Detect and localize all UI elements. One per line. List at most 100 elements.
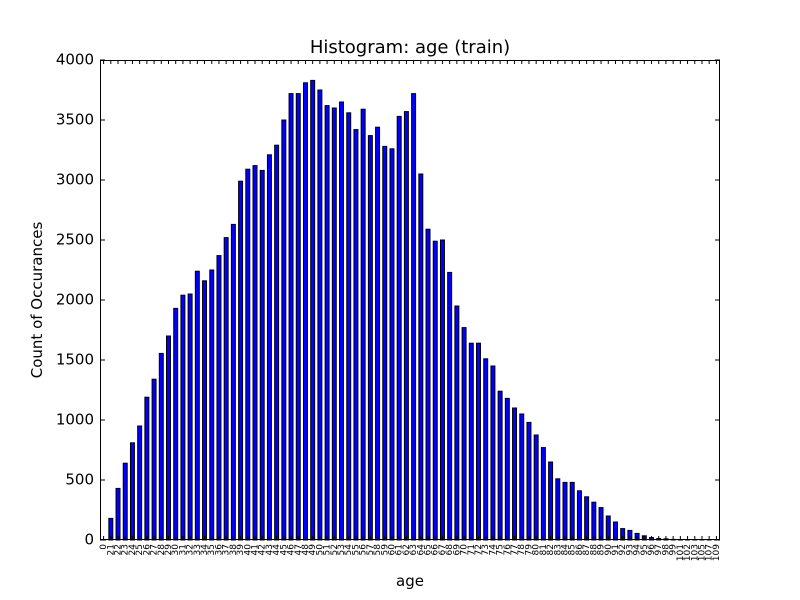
bar-32 [187, 293, 193, 541]
y-tick-label-3000: 3000 [56, 171, 94, 189]
x-tick-label-75: 75 [496, 544, 506, 555]
x-tick-label-74: 74 [488, 544, 498, 556]
bar-26 [144, 396, 150, 541]
bar-24 [129, 442, 135, 541]
bar-34 [202, 280, 208, 541]
x-tick-label-49: 49 [308, 544, 318, 556]
x-tick-label-31: 31 [178, 544, 188, 555]
bar-81 [540, 447, 546, 541]
x-tick-label-43: 43 [265, 544, 275, 555]
x-tick-label-29: 29 [164, 544, 174, 556]
x-tick-label-78: 78 [517, 544, 527, 556]
x-tick-label-58: 58 [373, 544, 383, 556]
x-tick-label-94: 94 [633, 544, 643, 556]
x-axis: 0212223242526272829303132333435363738394… [99, 60, 722, 561]
bars-group [101, 79, 719, 541]
x-tick-label-79: 79 [524, 544, 534, 556]
bar-51 [324, 105, 330, 541]
bar-33 [194, 270, 200, 541]
bar-60 [389, 148, 395, 541]
x-tick-label-109: 109 [712, 544, 722, 561]
x-tick-label-51: 51 [323, 544, 333, 555]
bar-73 [483, 358, 489, 541]
y-tick-label-3500: 3500 [56, 111, 94, 129]
bar-87 [584, 496, 590, 541]
bar-79 [526, 421, 532, 541]
bar-23 [122, 462, 128, 541]
x-tick-label-61: 61 [395, 544, 405, 555]
x-tick-label-50: 50 [315, 544, 325, 556]
bar-59 [382, 145, 388, 541]
x-tick-label-27: 27 [150, 544, 160, 555]
x-tick-label-34: 34 [200, 544, 210, 556]
x-tick-label-89: 89 [597, 544, 607, 556]
bar-42 [259, 169, 265, 541]
x-tick-label-53: 53 [337, 544, 347, 555]
x-tick-label-87: 87 [582, 544, 592, 555]
x-tick-label-72: 72 [474, 544, 484, 555]
x-tick-label-33: 33 [193, 544, 203, 555]
bar-68 [447, 271, 453, 541]
bar-25 [137, 425, 143, 541]
x-tick-label-68: 68 [445, 544, 455, 556]
bar-76 [504, 397, 510, 541]
bar-40 [245, 168, 251, 541]
x-tick-label-26: 26 [142, 544, 152, 556]
x-tick-label-36: 36 [214, 544, 224, 556]
bar-66 [432, 240, 438, 541]
y-tick-label-4000: 4000 [56, 51, 94, 69]
x-tick-label-25: 25 [135, 544, 145, 555]
x-tick-label-66: 66 [431, 544, 441, 556]
bar-58 [375, 126, 381, 541]
bar-67 [439, 239, 445, 541]
x-axis-label: age [396, 572, 424, 590]
bar-22 [115, 487, 121, 541]
y-axis-label: Count of Occurances [28, 222, 46, 379]
x-tick-label-84: 84 [561, 544, 571, 556]
bar-83 [555, 478, 561, 541]
x-tick-label-41: 41 [251, 544, 261, 555]
bar-52 [331, 107, 337, 541]
x-tick-label-93: 93 [625, 544, 635, 555]
x-tick-label-21: 21 [106, 544, 116, 555]
x-tick-label-88: 88 [589, 544, 599, 556]
x-tick-label-35: 35 [207, 544, 217, 555]
x-tick-label-83: 83 [553, 544, 563, 555]
x-tick-label-76: 76 [503, 544, 513, 556]
y-tick-label-500: 500 [65, 471, 94, 489]
x-tick-label-82: 82 [546, 544, 556, 555]
y-tick-label-1500: 1500 [56, 351, 94, 369]
bar-82 [548, 461, 554, 541]
plot-frame [100, 60, 720, 540]
x-tick-label-103: 103 [690, 544, 700, 561]
y-tick-label-2000: 2000 [56, 291, 94, 309]
x-tick-label-48: 48 [301, 544, 311, 556]
bar-57 [367, 135, 373, 541]
x-tick-label-59: 59 [380, 544, 390, 556]
x-tick-label-102: 102 [683, 544, 693, 561]
bar-69 [454, 305, 460, 541]
bar-80 [533, 434, 539, 541]
x-tick-label-24: 24 [128, 544, 138, 556]
bar-39 [238, 180, 244, 541]
x-tick-label-47: 47 [294, 544, 304, 555]
x-tick-label-105: 105 [697, 544, 707, 561]
bar-72 [476, 342, 481, 541]
x-tick-label-57: 57 [366, 544, 376, 555]
x-tick-label-69: 69 [452, 544, 462, 556]
y-tick-label-1000: 1000 [56, 411, 94, 429]
bar-89 [598, 507, 604, 541]
bar-84 [562, 481, 568, 541]
x-tick-label-37: 37 [222, 544, 232, 555]
bar-45 [281, 119, 287, 541]
x-tick-label-96: 96 [647, 544, 657, 556]
x-tick-label-45: 45 [279, 544, 289, 555]
x-tick-label-65: 65 [424, 544, 434, 555]
x-tick-label-73: 73 [481, 544, 491, 555]
bar-41 [252, 165, 258, 541]
x-tick-label-63: 63 [409, 544, 419, 555]
x-tick-label-67: 67 [438, 544, 448, 555]
y-tick-label-2500: 2500 [56, 231, 94, 249]
x-tick-label-81: 81 [539, 544, 549, 555]
x-tick-label-99: 99 [669, 544, 679, 556]
